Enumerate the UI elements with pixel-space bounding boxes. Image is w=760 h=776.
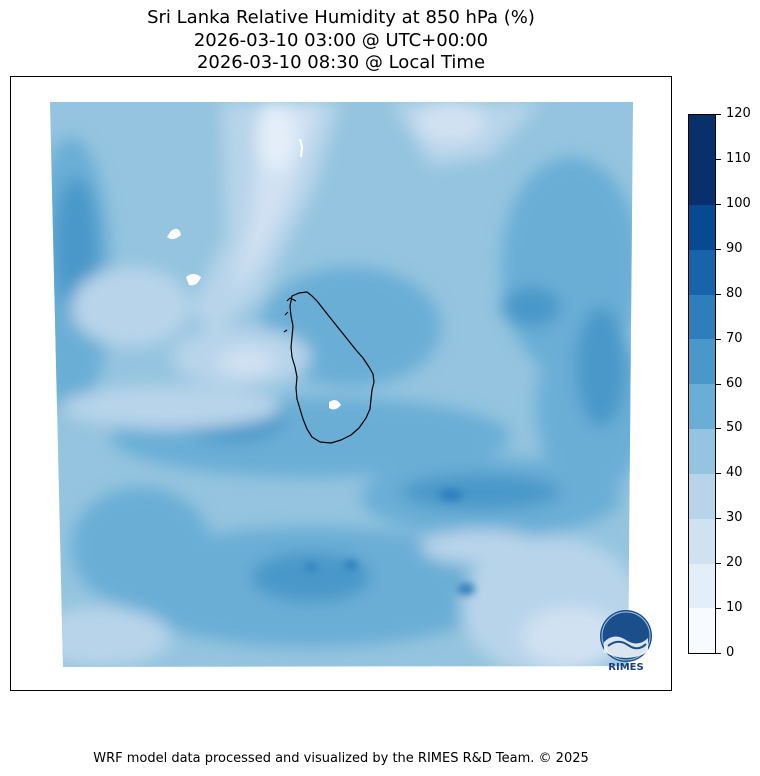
tick-mark <box>716 293 721 295</box>
tick-label: 40 <box>726 465 743 481</box>
logo-label: RIMES <box>608 662 644 673</box>
tick-label: 0 <box>726 645 735 660</box>
tick-mark <box>716 608 721 610</box>
colorbar-segment <box>689 294 715 340</box>
tick-label: 120 <box>726 106 751 121</box>
footer-credit: WRF model data processed and visualized … <box>93 751 589 766</box>
tick-mark <box>716 338 721 340</box>
colorbar-segment <box>689 384 715 429</box>
rimes-logo: RIMES <box>594 608 658 678</box>
rimes-emblem-icon <box>600 610 652 662</box>
tick-label: 20 <box>726 555 743 571</box>
colorbar-segment <box>689 159 715 205</box>
colorbar-segment <box>689 473 715 519</box>
colorbar-segment <box>689 428 715 474</box>
humidity-field-map <box>50 102 633 667</box>
humidity-contours <box>50 102 633 667</box>
tick-label: 70 <box>726 330 743 346</box>
local-time: 2026-03-10 08:30 @ Local Time <box>196 52 486 73</box>
tick-mark <box>716 653 721 654</box>
colorbar-segment <box>689 249 715 295</box>
colorbar-segment <box>689 115 715 160</box>
tick-label: 110 <box>726 150 751 166</box>
utc-time: 2026-03-10 03:00 @ UTC+00:00 <box>193 30 489 51</box>
tick-mark <box>716 203 721 205</box>
tick-label: 30 <box>726 510 743 526</box>
tick-label: 60 <box>726 375 743 391</box>
tick-mark <box>716 248 721 250</box>
tick-label: 80 <box>726 285 743 301</box>
tick-mark <box>716 158 721 160</box>
map-title: Sri Lanka Relative Humidity at 850 hPa (… <box>147 7 535 28</box>
tick-mark <box>716 114 721 115</box>
tick-mark <box>716 383 721 385</box>
tick-label: 50 <box>726 420 743 436</box>
tick-mark <box>716 563 721 565</box>
colorbar-segment <box>689 518 715 564</box>
map-panel <box>10 76 672 691</box>
tick-label: 90 <box>726 240 743 256</box>
colorbar-segment <box>689 204 715 250</box>
colorbar-segment <box>689 339 715 385</box>
tick-mark <box>716 428 721 430</box>
tick-mark <box>716 473 721 475</box>
colorbar <box>688 114 716 654</box>
colorbar-segment <box>689 608 715 654</box>
tick-label: 100 <box>726 195 751 211</box>
tick-mark <box>716 518 721 520</box>
colorbar-segment <box>689 563 715 609</box>
sri-lanka-coastline <box>283 291 375 444</box>
tick-label: 10 <box>726 600 743 616</box>
